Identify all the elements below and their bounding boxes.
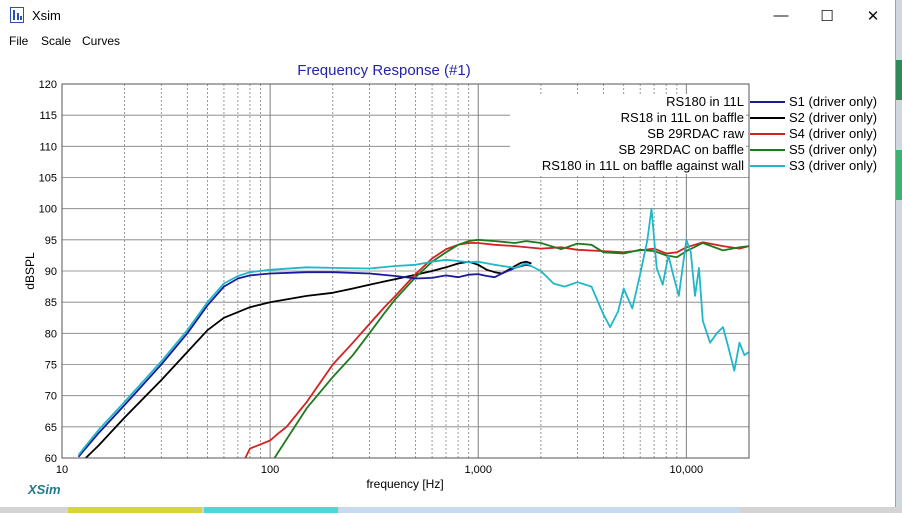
x-tick-label: 1,000 (464, 464, 492, 476)
background-strip (0, 507, 902, 513)
legend-name-background (510, 126, 746, 142)
legend-name-background (510, 142, 746, 158)
close-button[interactable]: ✕ (866, 7, 880, 25)
xsim-app-icon[interactable] (10, 7, 24, 23)
x-tick-label: 100 (261, 464, 279, 476)
y-tick-label: 90 (45, 266, 57, 278)
legend-name-s4: SB 29RDAC raw (647, 126, 744, 141)
y-tick-label: 85 (45, 297, 57, 309)
y-tick-label: 120 (39, 79, 57, 91)
y-tick-label: 100 (39, 204, 57, 216)
strip-yellow (68, 507, 202, 513)
x-tick-label: 10 (56, 464, 68, 476)
y-tick-label: 60 (45, 453, 57, 465)
chart-svg: 60 65 70 75 80 85 90 95 100 105 110 115 120 10 100 1,00… (23, 62, 877, 491)
series-lines (77, 207, 749, 458)
window-title: Xsim (32, 8, 61, 23)
legend-name-s3: RS180 in 11L on baffle against wall (542, 158, 744, 173)
y-tick-label: 75 (45, 360, 57, 372)
legend-name-background (510, 110, 746, 126)
series-line-s3 (77, 207, 749, 456)
y-tick-label: 115 (39, 110, 57, 122)
legend-label-s5: S5 (driver only) (789, 142, 877, 157)
y-tick-label: 95 (45, 235, 57, 247)
strip-blue (340, 507, 740, 513)
legend-label-s4: S4 (driver only) (789, 126, 877, 141)
y-tick-label: 105 (39, 173, 57, 185)
title-bar[interactable]: Xsim — ☐ ✕ (0, 0, 895, 31)
y-tick-label: 65 (45, 422, 57, 434)
menu-file[interactable]: File (9, 34, 29, 48)
maximize-button[interactable]: ☐ (820, 7, 834, 25)
y-tick-label: 70 (45, 391, 57, 403)
legend[interactable]: RS180 in 11L S1 (driver only) RS18 in 11L … (510, 94, 877, 174)
chart-title: Frequency Response (#1) (297, 62, 470, 79)
y-axis-label: dBSPL (23, 252, 37, 290)
menu-curves[interactable]: Curves (82, 34, 121, 48)
legend-name-background (510, 158, 746, 174)
axis-ticks: 60 65 70 75 80 85 90 95 100 105 110 115 120 10 100 1,00… (39, 79, 704, 476)
menu-scale[interactable]: Scale (41, 34, 72, 48)
x-axis-label: frequency [Hz] (366, 477, 443, 491)
legend-label-s1: S1 (driver only) (789, 94, 877, 109)
plot-frame (61, 83, 750, 459)
series-line-s5 (273, 238, 749, 458)
series-line-s4 (244, 241, 749, 458)
legend-name-s5: SB 29RDAC on baffle (619, 142, 745, 157)
legend-name-s2: RS18 in 11L on baffle (621, 110, 744, 125)
strip-cyan (204, 507, 338, 513)
legend-label-s2: S2 (driver only) (789, 110, 877, 125)
y-tick-label: 80 (45, 328, 57, 340)
minimize-button[interactable]: — (773, 7, 789, 24)
x-tick-label: 10,000 (670, 464, 704, 476)
xsim-brand-logo: XSim (28, 482, 61, 497)
y-tick-label: 110 (39, 141, 57, 153)
legend-name-s1: RS180 in 11L (666, 94, 744, 109)
menu-bar: File Scale Curves (0, 31, 895, 51)
background-window-edge (896, 0, 902, 507)
legend-name-background (510, 94, 746, 110)
series-line-s1 (77, 263, 532, 458)
frequency-response-chart[interactable]: 60 65 70 75 80 85 90 95 100 105 110 115 120 10 100 1,00… (0, 51, 895, 507)
legend-label-s3: S3 (driver only) (789, 158, 877, 173)
